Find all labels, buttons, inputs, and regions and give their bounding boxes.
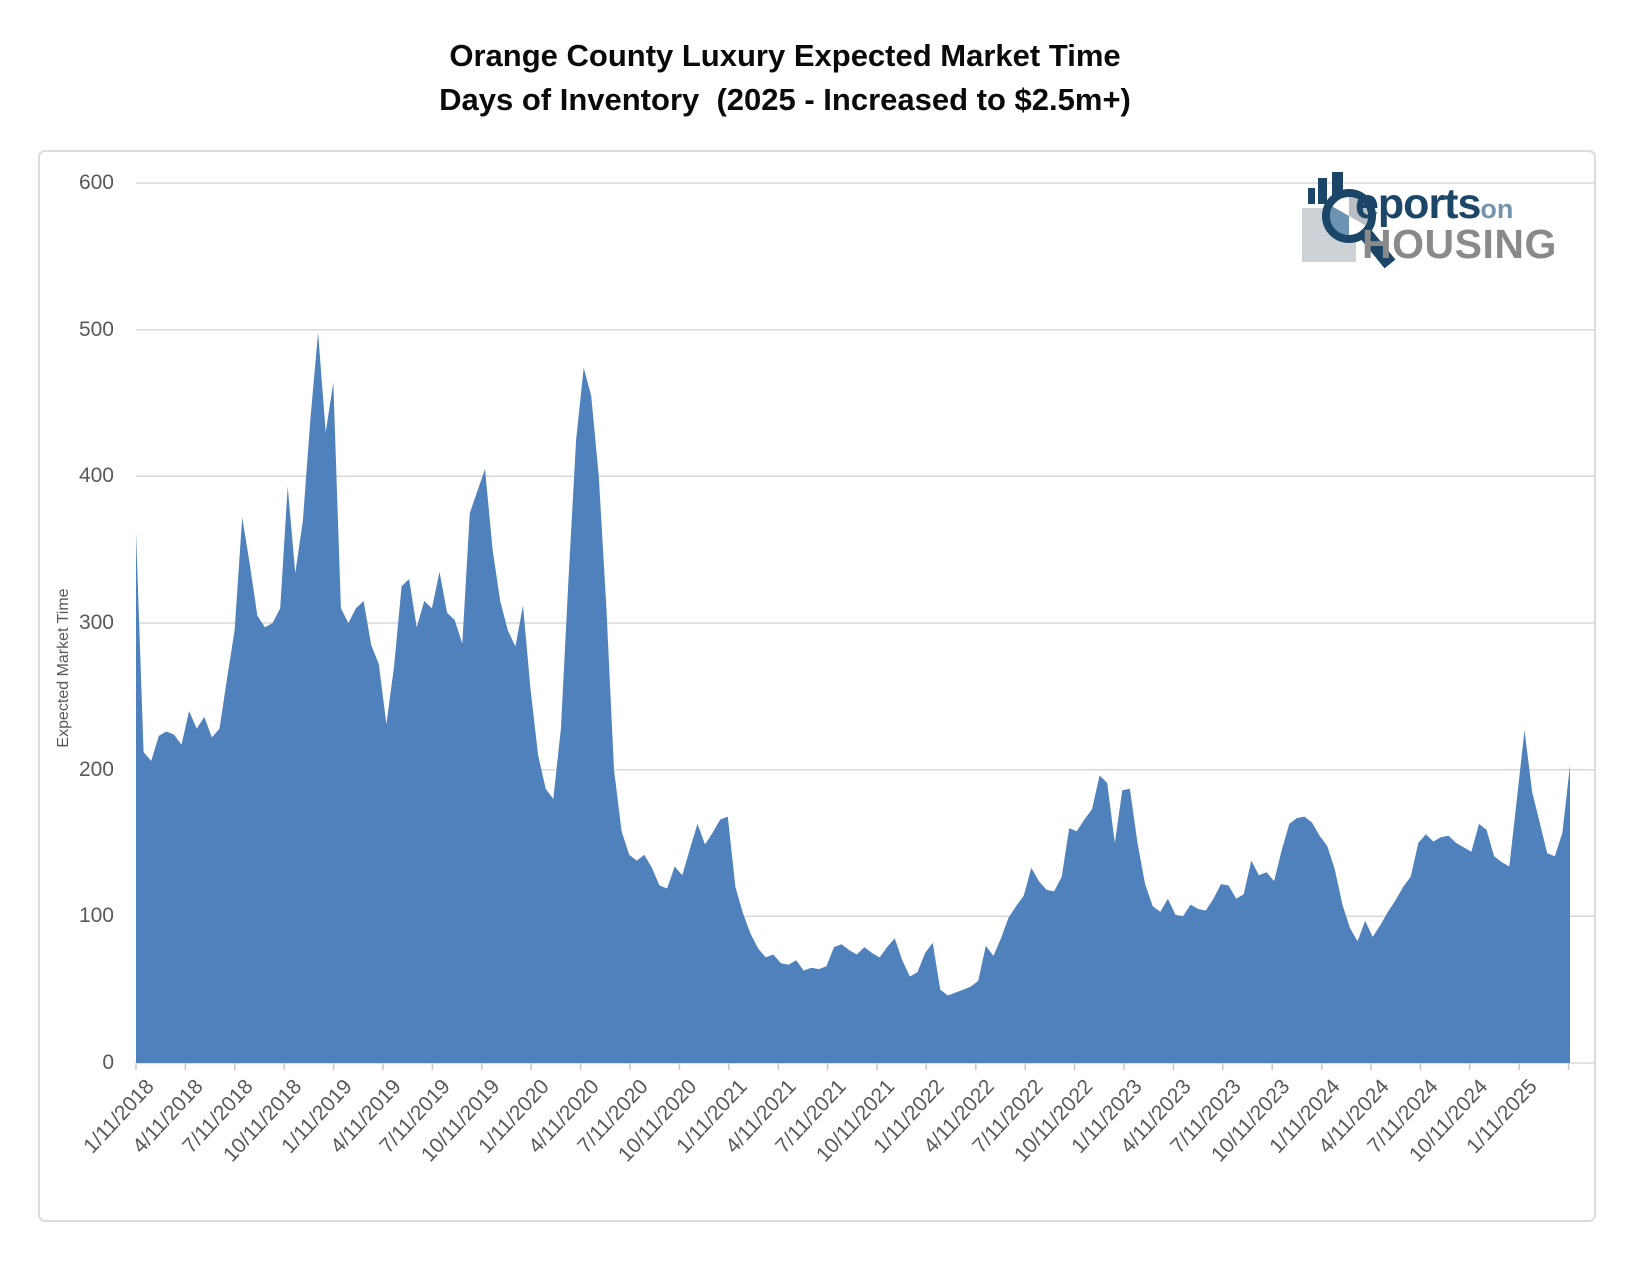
y-axis-label: 600 <box>78 171 114 194</box>
market-time-area-series <box>136 332 1570 1064</box>
logo-magnifier-icon <box>1302 172 1396 269</box>
x-axis-tick-marks <box>135 1063 1570 1070</box>
y-axis-label: 500 <box>78 318 114 341</box>
logo-pie-slice <box>1329 206 1349 236</box>
chart-title: Orange County Luxury Expected Market Tim… <box>0 34 1570 122</box>
y-axis-label: 400 <box>78 464 114 487</box>
y-axis-label: 0 <box>102 1051 114 1074</box>
y-axis-title: Expected Market Time <box>55 588 72 748</box>
y-axis-label: 200 <box>78 758 114 781</box>
logo-text-reports: eportson <box>1355 180 1514 228</box>
chart-frame <box>38 150 1596 1222</box>
chart-title-line1: Orange County Luxury Expected Market Tim… <box>449 38 1121 73</box>
y-axis-label: 300 <box>78 611 114 634</box>
chart-title-line2: Days of Inventory (2025 - Increased to $… <box>439 82 1131 117</box>
logo-text-on: on <box>1480 194 1514 224</box>
logo-magnifier-handle <box>1358 227 1396 269</box>
y-axis-label: 100 <box>78 904 114 927</box>
logo-pie-slice <box>1349 196 1369 226</box>
logo-text-housing: HOUSING <box>1362 221 1557 267</box>
reports-on-housing-logo: eportson HOUSING <box>1300 168 1556 272</box>
logo-bar-icon <box>1318 178 1327 204</box>
logo-bar-icon <box>1308 188 1315 204</box>
